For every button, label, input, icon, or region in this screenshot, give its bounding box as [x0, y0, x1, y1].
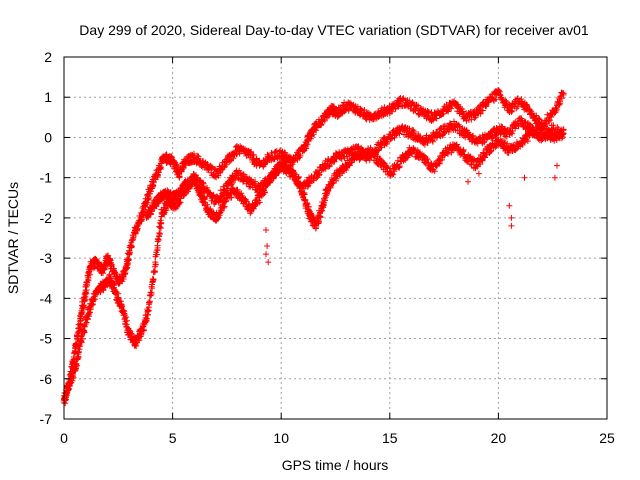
- outlier-point: [508, 214, 515, 221]
- y-tick-label: 1: [44, 89, 52, 105]
- data-point: [300, 146, 307, 153]
- data-point: [77, 318, 83, 325]
- data-point: [84, 278, 90, 285]
- x-tick-label: 5: [169, 430, 177, 446]
- data-point: [107, 257, 114, 264]
- data-point: [223, 161, 229, 168]
- data-point: [81, 291, 88, 298]
- y-tick-label: -1: [40, 170, 53, 186]
- x-tick-label: 10: [273, 430, 289, 446]
- data-point: [79, 302, 86, 309]
- y-tick-label: -7: [40, 411, 53, 427]
- outlier-point: [263, 227, 269, 233]
- x-tick-label: 15: [382, 430, 398, 446]
- data-point: [176, 173, 183, 180]
- data-point: [194, 152, 201, 159]
- outlier-point: [551, 174, 558, 181]
- y-axis-label: SDTVAR / TECUs: [5, 182, 21, 294]
- data-point: [122, 270, 129, 276]
- data-point: [335, 113, 342, 120]
- y-tick-label: -6: [40, 371, 53, 387]
- data-point: [128, 244, 135, 251]
- data-point: [105, 252, 112, 259]
- outlier-point: [506, 202, 513, 209]
- y-tick-label: -2: [40, 210, 53, 226]
- data-point: [208, 165, 215, 172]
- y-tick-label: 2: [44, 49, 52, 65]
- outlier-point: [521, 174, 528, 181]
- outlier-point: [263, 251, 269, 258]
- y-tick-label: -4: [40, 290, 53, 306]
- x-tick-label: 25: [599, 430, 615, 446]
- data-point: [282, 150, 289, 156]
- outlier-point: [265, 259, 272, 266]
- data-point: [138, 216, 145, 223]
- data-point: [221, 163, 228, 170]
- outlier-point: [465, 178, 471, 185]
- data-point: [149, 181, 156, 188]
- x-axis-label: GPS time / hours: [282, 457, 389, 473]
- data-point: [321, 117, 328, 124]
- outlier-point: [475, 170, 482, 177]
- chart-title: Day 299 of 2020, Sidereal Day-to-day VTE…: [79, 22, 589, 38]
- data-point: [307, 132, 314, 139]
- data-point: [126, 249, 133, 256]
- x-tick-label: 20: [491, 430, 507, 446]
- data-point: [173, 161, 179, 168]
- data-point: [156, 224, 163, 231]
- grid: [64, 57, 607, 419]
- data-point: [121, 270, 128, 277]
- data-marks: [60, 87, 567, 407]
- data-point: [297, 152, 304, 159]
- data-point: [141, 208, 147, 215]
- y-tick-label: 0: [44, 129, 52, 145]
- outlier-point: [554, 162, 560, 169]
- y-tick-label: -3: [40, 250, 53, 266]
- outlier-point: [508, 222, 515, 229]
- y-tick-label: -5: [40, 331, 53, 347]
- x-tick-label: 0: [60, 430, 68, 446]
- data-point: [87, 271, 93, 278]
- data-point: [130, 236, 136, 243]
- data-point: [157, 165, 164, 172]
- data-point: [125, 257, 132, 264]
- data-point: [289, 159, 296, 166]
- data-point: [79, 309, 86, 315]
- outlier-point: [264, 243, 271, 249]
- data-point: [304, 141, 311, 148]
